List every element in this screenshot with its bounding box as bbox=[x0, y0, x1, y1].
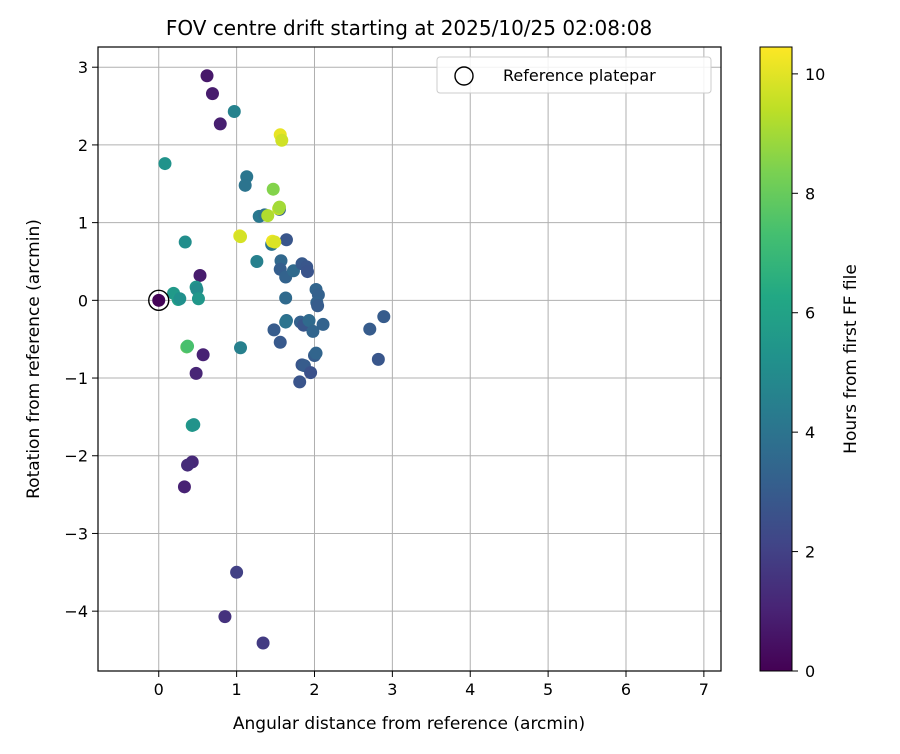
data-point bbox=[279, 315, 293, 329]
colorbar-tick-label: 10 bbox=[805, 65, 825, 84]
data-point bbox=[227, 104, 241, 118]
data-point bbox=[272, 200, 286, 214]
colorbar bbox=[759, 46, 793, 672]
y-tick-label: −4 bbox=[64, 602, 88, 621]
data-point bbox=[234, 341, 248, 355]
reference-platepar-marker bbox=[148, 289, 170, 312]
y-axis-label: Rotation from reference (arcmin) bbox=[24, 219, 44, 499]
data-point bbox=[267, 323, 281, 337]
plot-frame bbox=[97, 46, 722, 672]
data-point bbox=[279, 291, 293, 305]
x-tick-label: 4 bbox=[465, 680, 475, 699]
colorbar-tick-label: 0 bbox=[805, 662, 815, 681]
reference-marker-group bbox=[148, 289, 170, 312]
x-axis: 0 1 2 3 4 5 6 7 bbox=[154, 671, 709, 699]
colorbar-label: Hours from first FF file bbox=[841, 264, 861, 454]
legend-label: Reference platepar bbox=[503, 66, 656, 85]
colorbar-tick-label: 2 bbox=[805, 543, 815, 562]
data-point bbox=[234, 230, 248, 244]
data-point bbox=[311, 299, 325, 313]
data-point bbox=[238, 178, 252, 192]
data-point bbox=[268, 235, 282, 249]
data-point bbox=[363, 322, 377, 336]
data-point bbox=[178, 235, 192, 249]
y-tick-label: −3 bbox=[64, 524, 88, 543]
x-tick-label: 6 bbox=[621, 680, 631, 699]
data-point bbox=[275, 133, 289, 147]
data-point bbox=[306, 324, 320, 338]
data-point bbox=[191, 292, 205, 306]
data-point bbox=[300, 265, 314, 279]
chart-title: FOV centre drift starting at 2025/10/25 … bbox=[166, 16, 652, 40]
x-tick-label: 2 bbox=[309, 680, 319, 699]
y-tick-label: −1 bbox=[64, 369, 88, 388]
data-point bbox=[181, 339, 195, 353]
x-tick-label: 3 bbox=[387, 680, 397, 699]
data-point bbox=[286, 264, 300, 278]
scatter-points bbox=[152, 69, 391, 650]
data-point bbox=[177, 480, 191, 494]
data-point bbox=[213, 117, 227, 131]
data-point bbox=[377, 310, 391, 324]
grid bbox=[98, 47, 721, 671]
y-tick-label: 0 bbox=[78, 291, 88, 310]
legend: Reference platepar bbox=[436, 56, 712, 94]
x-tick-label: 0 bbox=[154, 680, 164, 699]
legend-box bbox=[436, 56, 712, 94]
data-point bbox=[266, 182, 280, 196]
data-point bbox=[230, 565, 244, 579]
data-point bbox=[193, 268, 207, 282]
x-tick-label: 1 bbox=[232, 680, 242, 699]
y-tick-label: 1 bbox=[78, 214, 88, 233]
data-point bbox=[196, 348, 210, 362]
x-tick-label: 7 bbox=[699, 680, 709, 699]
data-point bbox=[304, 366, 318, 380]
data-point bbox=[302, 314, 316, 328]
y-tick-label: −2 bbox=[64, 447, 88, 466]
data-point bbox=[371, 352, 385, 366]
y-axis: −4 −3 −2 −1 0 1 2 3 bbox=[64, 58, 98, 621]
data-point bbox=[173, 292, 187, 306]
data-point bbox=[200, 69, 214, 83]
data-point bbox=[293, 375, 307, 389]
y-tick-label: 2 bbox=[78, 136, 88, 155]
y-tick-label: 3 bbox=[78, 58, 88, 77]
legend-marker bbox=[454, 66, 474, 86]
data-point bbox=[250, 254, 264, 268]
data-point bbox=[152, 293, 166, 307]
data-point bbox=[205, 87, 219, 101]
colorbar-tick-label: 6 bbox=[805, 304, 815, 323]
data-point bbox=[181, 458, 195, 472]
x-tick-label: 5 bbox=[543, 680, 553, 699]
data-point bbox=[256, 636, 270, 650]
data-point bbox=[158, 157, 172, 171]
data-point bbox=[261, 209, 275, 223]
colorbar-tick-label: 4 bbox=[805, 423, 815, 442]
colorbar-ticks: 0 2 4 6 8 10 bbox=[792, 65, 825, 681]
data-point bbox=[189, 366, 203, 380]
data-point bbox=[187, 418, 201, 432]
data-point bbox=[279, 233, 293, 247]
data-point bbox=[273, 335, 287, 349]
data-point bbox=[218, 610, 232, 624]
colorbar-tick-label: 8 bbox=[805, 184, 815, 203]
data-point bbox=[309, 346, 323, 360]
x-axis-label: Angular distance from reference (arcmin) bbox=[233, 714, 585, 734]
data-point bbox=[316, 317, 330, 331]
